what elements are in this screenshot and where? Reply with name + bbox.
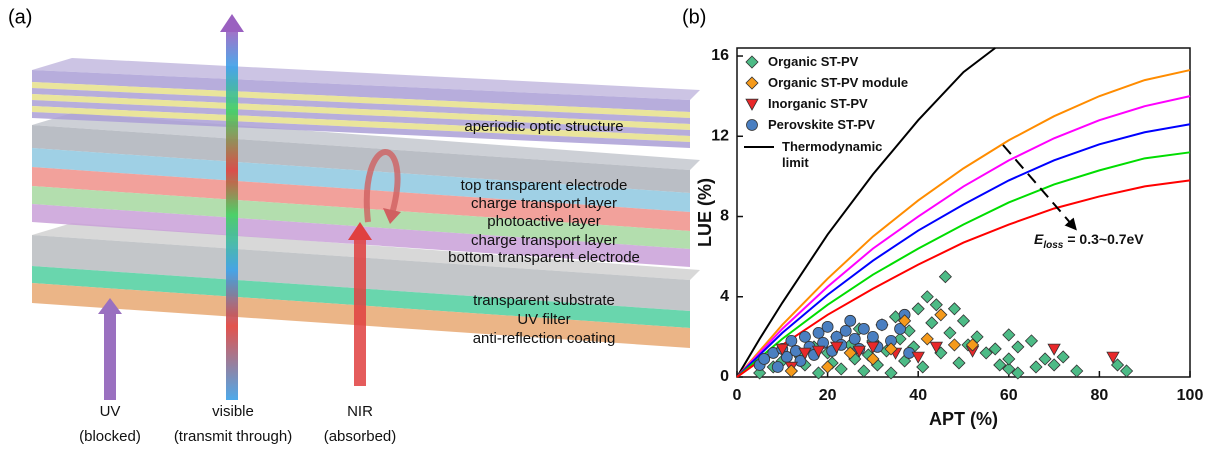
legend-swatch xyxy=(744,96,760,112)
point xyxy=(1039,353,1051,365)
point xyxy=(840,325,851,336)
point xyxy=(1012,341,1024,353)
nir-arrow xyxy=(354,238,366,386)
panel-label: (a) xyxy=(8,6,32,28)
x-tick-label: 20 xyxy=(819,387,837,404)
legend-entry: Thermodynamic limit xyxy=(744,139,908,171)
y-tick-label: 16 xyxy=(711,47,729,64)
point xyxy=(822,321,833,332)
point xyxy=(921,291,933,303)
arrow-note: (blocked) xyxy=(79,428,141,445)
point xyxy=(1071,365,1083,377)
point xyxy=(845,315,856,326)
x-tick-label: 40 xyxy=(909,387,927,404)
legend-label: Organic ST-PV xyxy=(768,54,858,69)
point xyxy=(939,271,951,283)
point xyxy=(858,323,869,334)
annotation-text: = 0.3~0.7eV xyxy=(1067,231,1144,247)
point xyxy=(948,303,960,315)
point xyxy=(912,303,924,315)
legend-label: Perovskite ST-PV xyxy=(768,117,875,132)
point xyxy=(799,331,810,342)
point xyxy=(953,357,965,369)
point xyxy=(1057,351,1069,363)
y-tick-label: 8 xyxy=(720,208,729,225)
figure: (a) (b) aperiodic optic structure top tra… xyxy=(0,0,1214,449)
arrow-note: (absorbed) xyxy=(324,428,397,445)
legend-marker xyxy=(746,99,758,110)
x-tick-label: 80 xyxy=(1091,387,1109,404)
x-tick-label: 0 xyxy=(733,387,742,404)
layer-label: aperiodic optic structure xyxy=(464,118,623,135)
point xyxy=(1025,335,1037,347)
visible-arrow xyxy=(226,30,238,400)
layer-label: charge transport layer xyxy=(471,232,617,249)
arrow-note: (transmit through) xyxy=(174,428,292,445)
point xyxy=(785,365,797,377)
point xyxy=(790,345,801,356)
arrow-name: visible xyxy=(212,403,254,420)
y-tick-label: 4 xyxy=(720,288,729,305)
page: (a) (b) aperiodic optic structure top tra… xyxy=(0,0,1214,449)
legend-entry: Organic ST-PV xyxy=(744,51,908,72)
point xyxy=(1048,359,1060,371)
point xyxy=(772,361,783,372)
legend-label: Inorganic ST-PV xyxy=(768,96,868,111)
panel-label: (b) xyxy=(682,6,706,28)
legend: Organic ST-PV Organic ST-PV module Inorgan… xyxy=(744,51,908,171)
legend-entry: Organic ST-PV module xyxy=(744,72,908,93)
legend-entry: Perovskite ST-PV xyxy=(744,114,908,135)
layer-label: bottom transparent electrode xyxy=(448,249,640,266)
layer-label: UV filter xyxy=(517,311,570,328)
point xyxy=(1030,361,1042,373)
y-tick-label: 0 xyxy=(720,368,729,385)
legend-swatch xyxy=(744,117,760,133)
point xyxy=(958,315,970,327)
arrow-name: UV xyxy=(100,403,121,420)
point xyxy=(1003,353,1015,365)
legend-swatch xyxy=(744,54,760,70)
legend-swatch xyxy=(744,139,774,155)
point xyxy=(1048,344,1060,355)
point xyxy=(858,365,870,377)
point xyxy=(1003,329,1015,341)
point xyxy=(867,331,878,342)
legend-marker xyxy=(747,119,758,130)
x-tick-label: 60 xyxy=(1000,387,1018,404)
legend-marker xyxy=(746,56,758,68)
layer-label: top transparent electrode xyxy=(461,177,628,194)
point xyxy=(849,333,860,344)
point xyxy=(944,327,956,339)
y-axis-label: LUE (%) xyxy=(695,178,715,247)
point xyxy=(876,319,887,330)
legend-label: Thermodynamic limit xyxy=(782,139,882,171)
arrow-name: NIR xyxy=(347,403,373,420)
uv-arrow xyxy=(104,312,116,400)
layer-label: charge transport layer xyxy=(471,195,617,212)
layer-label: anti-reflection coating xyxy=(473,330,616,347)
layer-label: photoactive layer xyxy=(487,213,600,230)
x-axis-label: APT (%) xyxy=(929,409,998,429)
arrow-labels: UV (blocked) visible (transmit through) … xyxy=(79,403,396,445)
legend-label: Organic ST-PV module xyxy=(768,75,908,90)
visible-arrow-head xyxy=(220,14,244,32)
legend-swatch xyxy=(744,75,760,91)
point xyxy=(835,363,847,375)
point xyxy=(948,339,960,351)
legend-entry: Inorganic ST-PV xyxy=(744,93,908,114)
annotation-subscript: loss xyxy=(1043,240,1063,251)
layer-label: transparent substrate xyxy=(473,292,615,309)
point xyxy=(926,317,938,329)
legend-marker xyxy=(746,77,758,89)
x-tick-label: 100 xyxy=(1177,387,1204,404)
y-tick-label: 12 xyxy=(711,127,729,144)
point xyxy=(1121,365,1133,377)
annotation: Eloss= 0.3~0.7eV xyxy=(1034,231,1144,251)
